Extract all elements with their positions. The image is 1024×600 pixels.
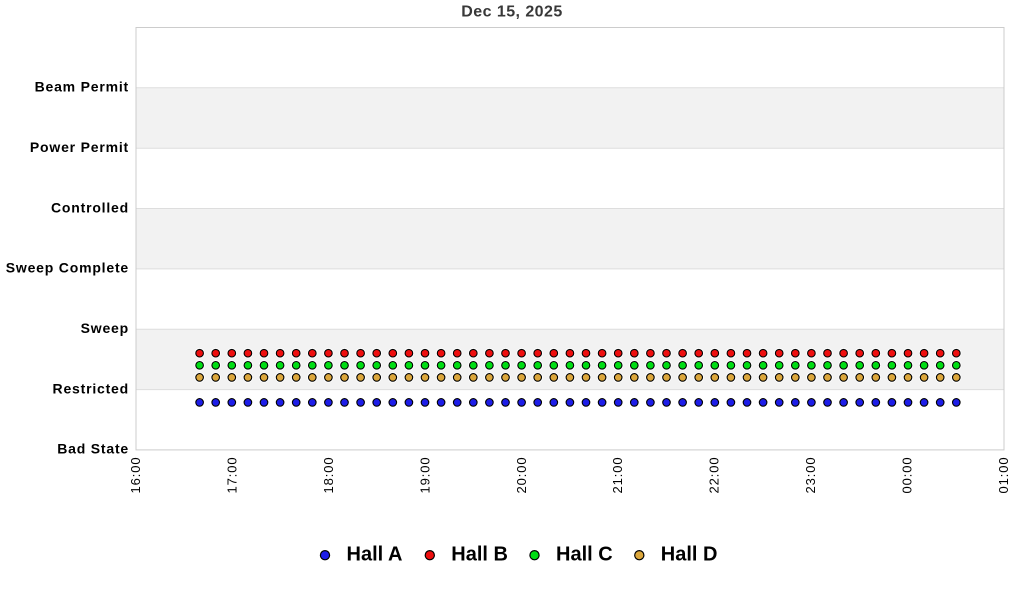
svg-text:01:00: 01:00 [996, 457, 1011, 494]
svg-text:Beam Permit: Beam Permit [35, 79, 129, 95]
svg-text:Sweep Complete: Sweep Complete [6, 260, 129, 276]
svg-text:18:00: 18:00 [321, 457, 336, 494]
svg-text:Bad State: Bad State [57, 441, 129, 457]
svg-text:21:00: 21:00 [610, 457, 625, 494]
svg-text:Restricted: Restricted [53, 380, 129, 396]
svg-text:Dec 15, 2025: Dec 15, 2025 [461, 4, 562, 21]
svg-text:Hall D: Hall D [661, 544, 718, 566]
svg-text:17:00: 17:00 [224, 457, 239, 494]
svg-text:Hall C: Hall C [556, 544, 613, 566]
svg-text:Sweep: Sweep [81, 320, 129, 336]
svg-text:Controlled: Controlled [51, 199, 129, 215]
svg-text:Hall A: Hall A [347, 544, 403, 566]
svg-text:19:00: 19:00 [417, 457, 432, 494]
svg-text:00:00: 00:00 [900, 457, 915, 494]
svg-text:20:00: 20:00 [514, 457, 529, 494]
svg-text:22:00: 22:00 [707, 457, 722, 494]
svg-text:16:00: 16:00 [128, 457, 143, 494]
svg-text:Hall B: Hall B [451, 544, 508, 566]
svg-text:Power Permit: Power Permit [30, 139, 129, 155]
svg-text:23:00: 23:00 [803, 457, 818, 494]
